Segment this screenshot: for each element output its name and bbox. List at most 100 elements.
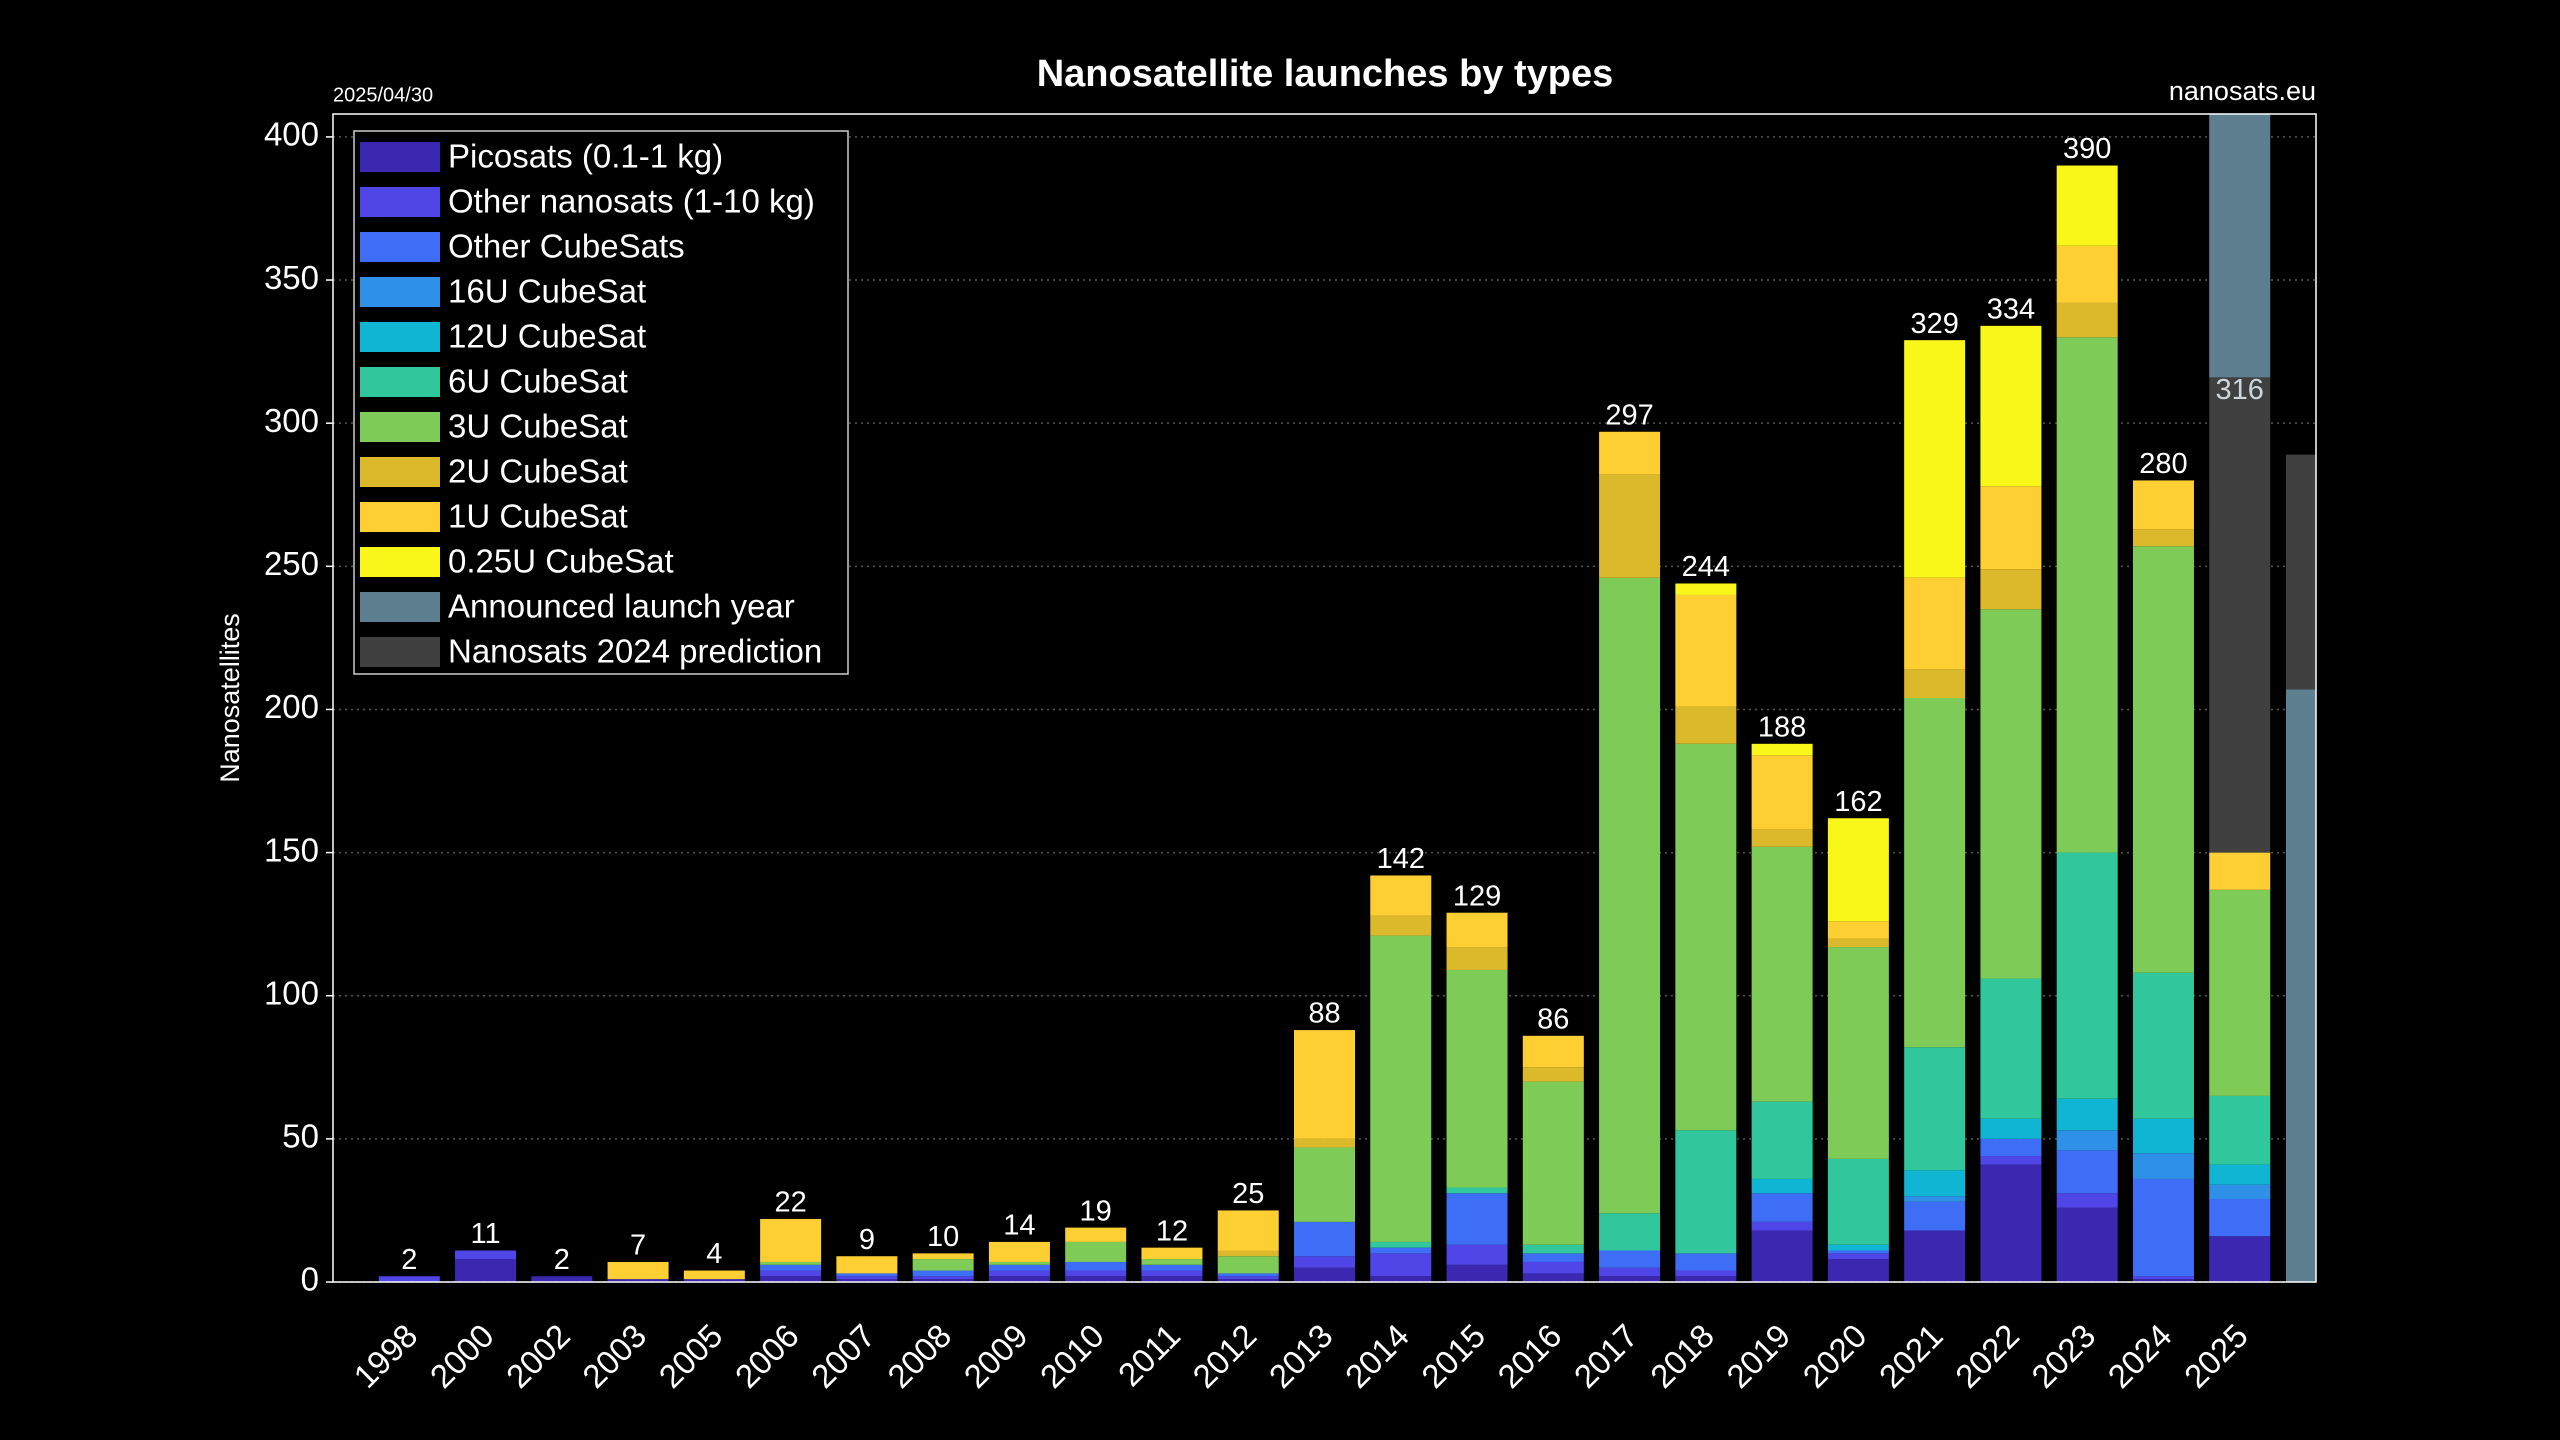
bar-segment (1980, 486, 2042, 570)
bar-segment (607, 1279, 669, 1282)
x-tick-label: 2015 (1414, 1317, 1492, 1395)
bar-segment (531, 1276, 593, 1282)
legend-label: 12U CubeSat (448, 318, 646, 355)
total-label: 334 (1987, 293, 2035, 325)
x-tick-label: 2021 (1872, 1317, 1950, 1395)
total-label: 10 (927, 1221, 959, 1253)
bar-segment (1217, 1256, 1279, 1274)
total-label: 86 (1537, 1003, 1569, 1035)
y-tick-label: 250 (264, 545, 319, 582)
total-label: 22 (774, 1187, 806, 1219)
bar-segment (1675, 743, 1737, 1131)
legend-label: Announced launch year (448, 588, 795, 625)
bar-segment (1980, 569, 2042, 610)
bar-segment (1446, 1187, 1508, 1194)
bar-segment (912, 1270, 974, 1277)
bar-segment (760, 1270, 822, 1277)
bar-segment (378, 1276, 440, 1282)
bar-segment (1370, 1247, 1432, 1254)
bar-segment (1675, 706, 1737, 744)
x-tick-label: 2024 (2101, 1317, 2179, 1395)
bar-segment (1675, 1270, 1737, 1277)
bar-segment (1522, 1253, 1584, 1262)
extra-bar-segment (2286, 689, 2316, 1282)
bar-segment (2209, 1184, 2271, 1199)
bar-segment (1980, 978, 2042, 1119)
bar-segment (760, 1264, 822, 1271)
bar-segment (1370, 915, 1432, 936)
legend-label: 6U CubeSat (448, 363, 628, 400)
x-tick-label: 2023 (2024, 1317, 2102, 1395)
bar-segment (1751, 743, 1813, 756)
bar-segment (683, 1270, 745, 1280)
bar-segment (2209, 1164, 2271, 1185)
bar-segment (1141, 1259, 1203, 1265)
labels: 0 50 100 150 200 250 300 350 400 2 1998 11 2000 2 2002… (264, 116, 2264, 1395)
bar-segment (1904, 1230, 1966, 1282)
bar-segment (760, 1219, 822, 1262)
bar-segment (2056, 1150, 2118, 1194)
x-tick-label: 2011 (1111, 1317, 1187, 1393)
total-label: 129 (1453, 880, 1501, 912)
bar-segment (1904, 577, 1966, 670)
bar-segment (1217, 1276, 1279, 1280)
bar-segment (912, 1276, 974, 1280)
legend-label: Nanosats 2024 prediction (448, 633, 822, 670)
bar-segment (1522, 1035, 1584, 1068)
bar-segment (1294, 1267, 1355, 1282)
bar-segment (912, 1253, 974, 1260)
bar-segment (1294, 1030, 1355, 1139)
x-tick-label: 2025 (2177, 1317, 2255, 1395)
x-tick-label: 2009 (957, 1317, 1035, 1395)
x-tick-label: 2007 (804, 1317, 882, 1395)
bar-segment (1522, 1261, 1584, 1274)
bar-segment (2056, 165, 2118, 246)
bar-segment (2056, 337, 2118, 853)
y-axis-label: Nanosatellites (215, 613, 245, 783)
y-tick-label: 350 (264, 259, 319, 296)
bar-segment (1446, 1244, 1508, 1265)
bar-segment (1980, 325, 2042, 487)
x-tick-label: 2022 (1948, 1317, 2026, 1395)
bar-segment (2056, 245, 2118, 303)
x-tick-label: 2012 (1185, 1317, 1263, 1395)
bar-segment (2056, 1130, 2118, 1151)
bar-segment (1751, 1101, 1813, 1179)
legend-swatch (360, 232, 440, 262)
legend-label: 0.25U CubeSat (448, 543, 674, 580)
bar-segment (1980, 1156, 2042, 1165)
total-label: 142 (1377, 843, 1425, 875)
bar-segment (2209, 114, 2271, 378)
bar-segment (836, 1279, 898, 1282)
bar-segment (1904, 1170, 1966, 1197)
bar-segment (1827, 818, 1889, 922)
bar-segment (2132, 529, 2194, 547)
bar-segment (1675, 1253, 1737, 1271)
bar-segment (2209, 889, 2271, 1096)
bar-segment (1446, 1264, 1508, 1282)
bar-segment (1827, 1250, 1889, 1254)
bar-segment (1141, 1270, 1203, 1277)
plot-frame (332, 113, 2317, 1283)
bar-segment (2209, 1095, 2271, 1165)
x-tick-label: 2019 (1719, 1317, 1797, 1395)
total-label: 12 (1156, 1215, 1188, 1247)
bar-segment (1217, 1279, 1279, 1282)
bar-segment (1522, 1273, 1584, 1282)
legend-swatch (360, 592, 440, 622)
legend-label: Picosats (0.1-1 kg) (448, 138, 723, 175)
bar-segment (1522, 1067, 1584, 1082)
bar-segment (836, 1276, 898, 1280)
bar-segment (988, 1264, 1050, 1271)
source-label: nanosats.eu (2169, 76, 2316, 106)
total-label: 11 (470, 1218, 500, 1250)
x-tick-label: 1998 (346, 1317, 424, 1395)
date-label: 2025/04/30 (333, 84, 433, 106)
bar-segment (1370, 1253, 1432, 1277)
bar-segment (2056, 1098, 2118, 1131)
bar-segment (836, 1256, 898, 1274)
y-tick-label: 400 (264, 116, 319, 153)
bar-segment (1904, 1047, 1966, 1171)
bar-segment (1827, 947, 1889, 1159)
bar-segment (1370, 1241, 1432, 1248)
